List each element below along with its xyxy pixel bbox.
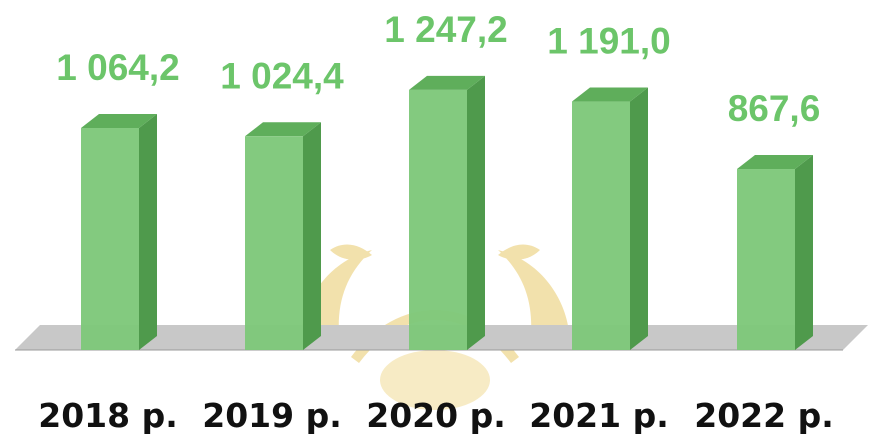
- bar-top-face: [737, 155, 813, 170]
- bar-2: [245, 122, 321, 351]
- value-label-1: 1 064,2: [56, 47, 179, 88]
- bar-top-face: [245, 122, 321, 137]
- bar-side-face: [139, 114, 157, 351]
- bar-side-face: [467, 75, 485, 351]
- bar-front-face: [737, 169, 795, 350]
- bar-top-face: [409, 75, 485, 90]
- value-labels-group: 1 064,2 1 024,4 1 247,2 1 191,0 867,6: [56, 9, 820, 129]
- category-label-1: 2018 р.: [38, 396, 178, 435]
- category-label-3: 2020 р.: [366, 396, 506, 435]
- bar-3: [409, 75, 485, 351]
- value-label-5: 867,6: [728, 88, 821, 129]
- bars-group: [81, 75, 813, 351]
- bar-5: [737, 155, 813, 350]
- category-label-4: 2021 р.: [529, 396, 669, 435]
- category-labels-group: 2018 р. 2019 р. 2020 р. 2021 р. 2022 р.: [38, 396, 834, 435]
- category-label-5: 2022 р.: [694, 396, 834, 435]
- bar-side-face: [630, 87, 648, 350]
- bar-side-face: [795, 155, 813, 350]
- bar-front-face: [572, 101, 630, 350]
- bar-top-face: [81, 114, 157, 129]
- bar-front-face: [245, 136, 303, 350]
- bar-top-face: [572, 87, 648, 102]
- bar-side-face: [303, 122, 321, 351]
- bar-front-face: [81, 128, 139, 350]
- value-label-2: 1 024,4: [220, 55, 344, 96]
- value-label-3: 1 247,2: [384, 9, 507, 50]
- value-label-4: 1 191,0: [547, 21, 670, 62]
- bar-4: [572, 87, 648, 350]
- category-label-2: 2019 р.: [202, 396, 342, 435]
- bar-front-face: [409, 89, 467, 351]
- bar-1: [81, 114, 157, 351]
